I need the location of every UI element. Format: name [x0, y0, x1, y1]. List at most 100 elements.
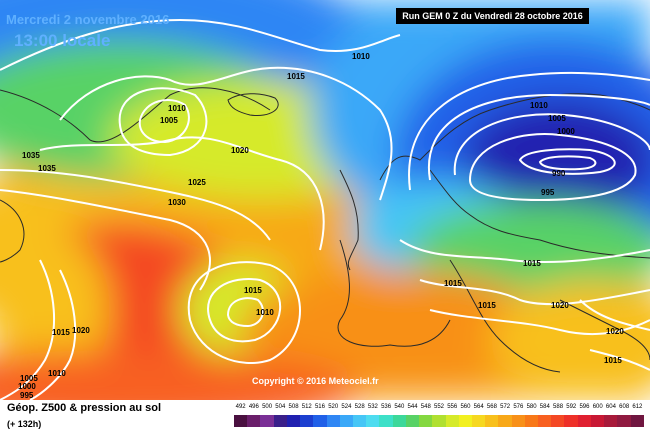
legend-swatch — [352, 415, 367, 427]
legend-scale-value: 564 — [473, 404, 484, 410]
legend-swatch — [379, 415, 393, 427]
legend-swatch — [538, 415, 552, 427]
legend-scale-value: 520 — [328, 404, 339, 410]
legend-swatch — [471, 415, 486, 427]
legend-swatch — [604, 415, 618, 427]
isobar-label: 1000 — [557, 127, 575, 136]
legend-scale-value: 596 — [579, 404, 590, 410]
coastlines — [0, 87, 650, 373]
legend-swatch — [366, 415, 380, 427]
legend-scale-value: 560 — [460, 404, 471, 410]
legend-swatch — [524, 415, 539, 427]
legend-scale-value: 580 — [526, 404, 537, 410]
isobar-label: 1020 — [231, 146, 249, 155]
isobar-label: 1015 — [444, 279, 462, 288]
legend-swatch — [630, 415, 644, 427]
forecast-date: Mercredi 2 novembre 2016 — [6, 12, 170, 27]
isobar-label: 1010 — [352, 52, 370, 61]
legend-scale-value: 600 — [592, 404, 603, 410]
legend-scale-value: 584 — [539, 404, 550, 410]
legend-scale-value: 576 — [513, 404, 524, 410]
legend-swatch — [458, 415, 472, 427]
isobars — [0, 18, 650, 400]
isobar-label: 1015 — [604, 356, 622, 365]
legend-swatch — [234, 415, 248, 427]
legend: Géop. Z500 & pression au sol (+ 132h) 49… — [0, 400, 650, 433]
isobar-label: 1020 — [72, 326, 90, 335]
legend-scale-value: 612 — [632, 404, 643, 410]
legend-subtitle: (+ 132h) — [7, 419, 42, 429]
legend-scale-value: 544 — [407, 404, 418, 410]
isobar-label: 1015 — [244, 286, 262, 295]
legend-scale-value: 524 — [341, 404, 352, 410]
legend-swatch — [445, 415, 459, 427]
legend-scale-value: 608 — [619, 404, 630, 410]
legend-scale-value: 532 — [367, 404, 378, 410]
isobar-label: 995 — [541, 188, 555, 197]
legend-swatch — [326, 415, 340, 427]
legend-swatch — [392, 415, 406, 427]
legend-swatch — [511, 415, 525, 427]
legend-scale-value: 536 — [381, 404, 392, 410]
isobar-label: 1005 — [20, 374, 38, 383]
z500-colour-field — [0, 0, 650, 400]
geopotential-field — [0, 0, 650, 400]
legend-scale-value: 492 — [235, 404, 246, 410]
isobar-label: 1005 — [160, 116, 178, 125]
isobar-label: 1015 — [52, 328, 70, 337]
legend-scale-value: 500 — [262, 404, 273, 410]
isobar-label: 1000 — [18, 382, 36, 391]
legend-scale-value: 604 — [605, 404, 616, 410]
legend-swatch — [485, 415, 499, 427]
isobar-label: 1010 — [48, 369, 66, 378]
isobar-label: 1035 — [22, 151, 40, 160]
legend-swatch — [577, 415, 591, 427]
isobar-label: 1030 — [168, 198, 186, 207]
legend-scale-value: 588 — [553, 404, 564, 410]
isobar-label: 995 — [20, 391, 34, 400]
weather-map: Mercredi 2 novembre 2016 13:00 locale Ru… — [0, 0, 650, 400]
isobar-label: 1015 — [523, 259, 541, 268]
legend-scale-value: 556 — [447, 404, 458, 410]
isobar-label: 1010 — [256, 308, 274, 317]
legend-swatch — [551, 415, 565, 427]
isobar-label: 1015 — [478, 301, 496, 310]
legend-swatch — [432, 415, 446, 427]
legend-swatch — [260, 415, 274, 427]
legend-swatch — [300, 415, 314, 427]
legend-title: Géop. Z500 & pression au sol — [7, 402, 162, 414]
legend-scale-value: 592 — [566, 404, 577, 410]
legend-colour-bar — [234, 415, 644, 427]
isobar-label: 990 — [552, 169, 566, 178]
isobar-label: 1010 — [168, 104, 186, 113]
legend-swatch — [339, 415, 353, 427]
legend-scale-value: 516 — [314, 404, 325, 410]
legend-swatch — [498, 415, 512, 427]
isobar-label: 1020 — [551, 301, 569, 310]
isobar-label: 1015 — [287, 72, 305, 81]
isobar-label: 1005 — [548, 114, 566, 123]
isobar-label: 1010 — [530, 101, 548, 110]
legend-scale-value: 496 — [248, 404, 259, 410]
legend-swatch — [617, 415, 631, 427]
legend-scale-value: 512 — [301, 404, 312, 410]
legend-scale-value: 552 — [434, 404, 445, 410]
copyright-text: Copyright © 2016 Meteociel.fr — [252, 376, 379, 386]
legend-scale-value: 528 — [354, 404, 365, 410]
legend-scale-labels: 492 496 500 504 508 512 516 520 524 528 532 536 540 5… — [234, 404, 644, 414]
legend-scale-value: 548 — [420, 404, 431, 410]
legend-swatch — [590, 415, 605, 427]
legend-swatch — [313, 415, 327, 427]
legend-swatch — [247, 415, 261, 427]
isobar-label: 1025 — [188, 178, 206, 187]
legend-swatch — [405, 415, 420, 427]
isobar-label: 1020 — [606, 327, 624, 336]
legend-scale-value: 572 — [500, 404, 511, 410]
forecast-time: 13:00 locale — [14, 31, 111, 50]
legend-scale-value: 540 — [394, 404, 405, 410]
legend-scale-value: 568 — [486, 404, 497, 410]
legend-swatch — [286, 415, 301, 427]
model-run-label: Run GEM 0 Z du Vendredi 28 octobre 2016 — [396, 8, 589, 24]
legend-swatch — [419, 415, 433, 427]
legend-scale-value: 504 — [275, 404, 286, 410]
